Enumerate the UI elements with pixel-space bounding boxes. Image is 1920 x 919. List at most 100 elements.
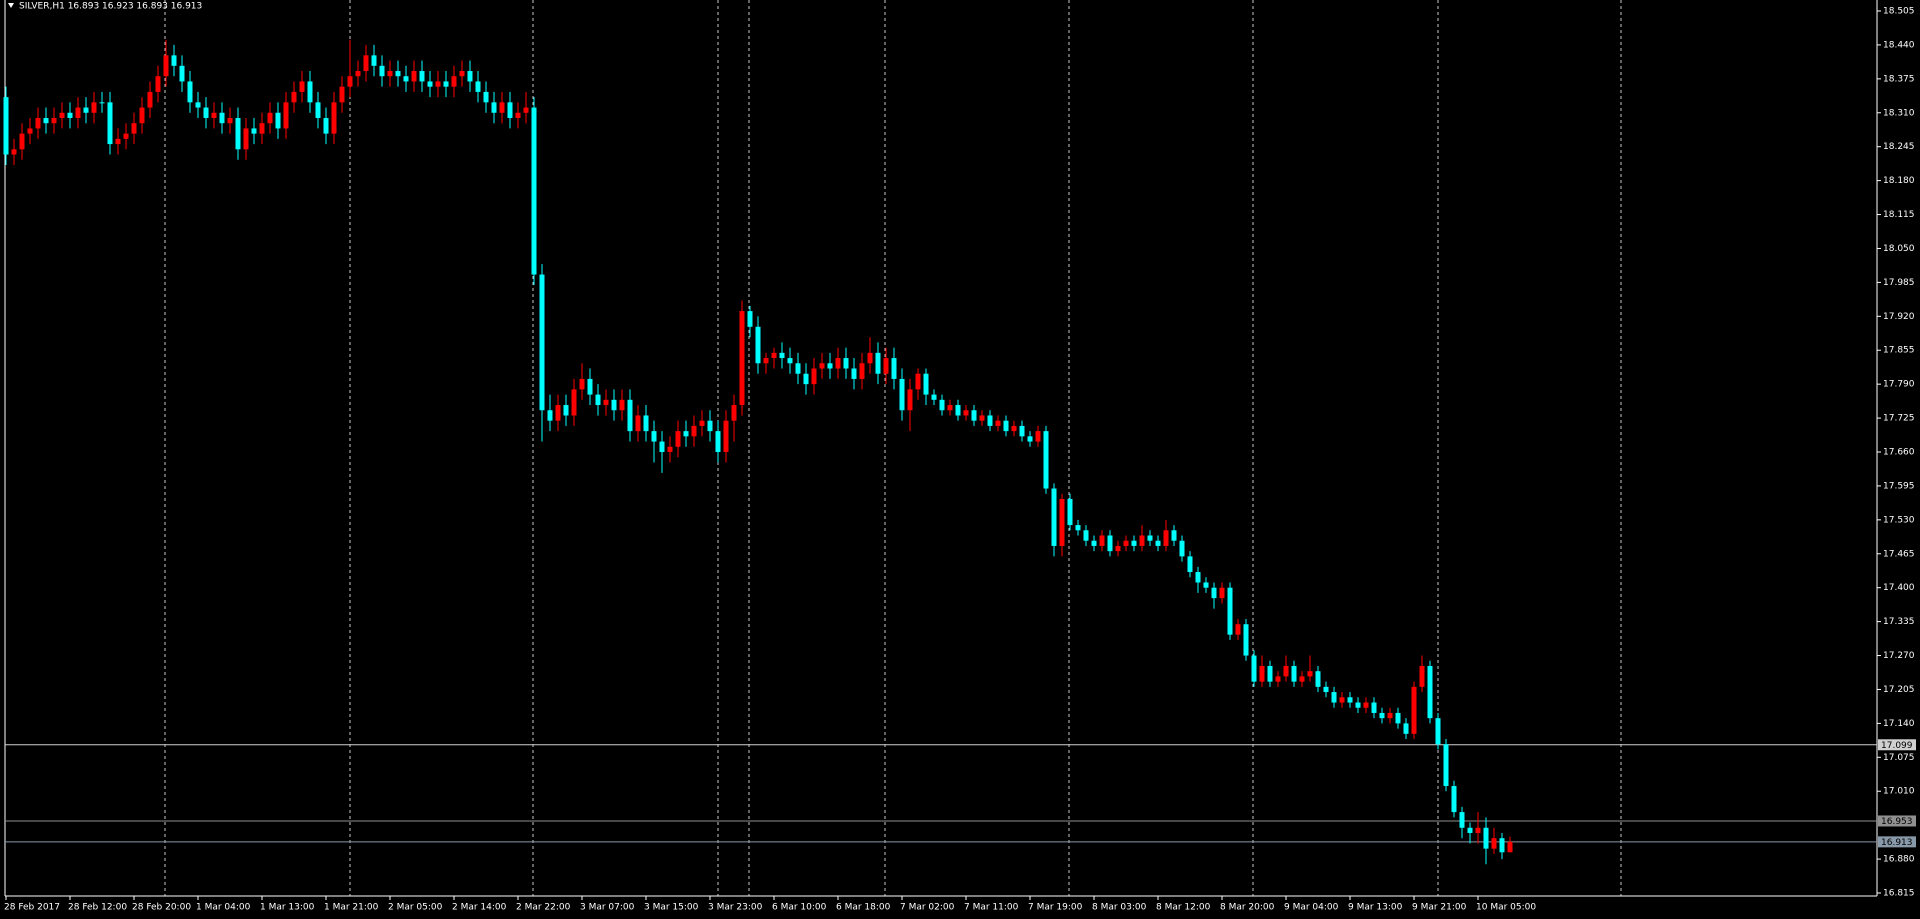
y-tick-label: 18.375 — [1883, 74, 1915, 84]
candle-body — [819, 363, 825, 369]
candle-body — [339, 86, 345, 103]
candle-body — [147, 91, 153, 108]
candle-body — [1267, 665, 1273, 682]
candle-body — [643, 415, 649, 432]
y-tick-label: 18.050 — [1883, 244, 1915, 254]
candle-body — [307, 81, 313, 103]
y-tick-label: 17.335 — [1883, 617, 1915, 627]
candle-body — [379, 65, 385, 77]
candle-body — [1083, 530, 1089, 541]
candle-body — [1027, 436, 1033, 442]
candle-body — [1251, 655, 1257, 682]
x-tick-label: 3 Mar 15:00 — [644, 903, 699, 913]
x-tick-label: 9 Mar 04:00 — [1284, 903, 1339, 913]
x-tick-label: 28 Feb 2017 — [4, 903, 60, 913]
price-label: 16.913 — [1881, 838, 1913, 848]
candle-body — [995, 420, 1001, 426]
candle-body — [1147, 535, 1153, 541]
x-tick-label: 8 Mar 20:00 — [1220, 903, 1275, 913]
candle-body — [1291, 665, 1297, 682]
candle-body — [323, 117, 329, 134]
candle-body — [459, 71, 465, 77]
candle-body — [99, 102, 105, 104]
candle-body — [595, 394, 601, 406]
candle-body — [363, 55, 369, 72]
candle-body — [875, 352, 881, 374]
candle-body — [1243, 624, 1249, 656]
candle-body — [627, 399, 633, 432]
price-label: 16.953 — [1881, 817, 1913, 827]
candle-body — [1155, 540, 1161, 546]
candle-body — [419, 71, 425, 82]
candle-body — [155, 76, 161, 92]
candle-body — [915, 373, 921, 390]
candle-body — [827, 363, 833, 369]
candle-body — [123, 133, 129, 139]
candle-body — [1315, 671, 1321, 687]
candle-body — [1187, 556, 1193, 573]
y-tick-label: 17.010 — [1883, 787, 1915, 797]
candle-body — [1475, 827, 1481, 833]
candle-body — [243, 128, 249, 150]
candle-body — [115, 138, 121, 145]
candle-body — [1259, 665, 1265, 682]
candle-body — [723, 420, 729, 452]
x-tick-label: 8 Mar 03:00 — [1092, 903, 1147, 913]
candle-body — [259, 123, 265, 134]
candle-body — [1371, 702, 1377, 713]
candle-body — [659, 441, 665, 452]
candle-body — [1235, 624, 1241, 635]
candle-body — [1123, 540, 1129, 546]
candle-body — [851, 368, 857, 379]
candle-body — [219, 112, 225, 124]
y-tick-label: 18.505 — [1883, 7, 1915, 17]
candle-body — [291, 91, 297, 103]
menu-arrow[interactable] — [8, 3, 14, 8]
y-tick-label: 17.595 — [1883, 481, 1915, 491]
candle-body — [635, 415, 641, 432]
candle-body — [603, 399, 609, 406]
candle-body — [1307, 671, 1313, 677]
candle-body — [899, 378, 905, 411]
candle-body — [1435, 718, 1441, 745]
candle-body — [1379, 712, 1385, 719]
candle-body — [883, 358, 889, 374]
candle-body — [139, 107, 145, 124]
candle-body — [515, 112, 521, 118]
candle-body — [315, 102, 321, 118]
candle-body — [499, 102, 505, 113]
candle-body — [1363, 702, 1369, 708]
candle-body — [715, 431, 721, 452]
price-label-box — [1878, 815, 1916, 827]
x-tick-label: 7 Mar 02:00 — [900, 903, 955, 913]
candle-body — [1099, 535, 1105, 546]
y-tick-label: 16.815 — [1883, 889, 1915, 899]
candle-body — [1499, 838, 1505, 853]
candle-body — [867, 352, 873, 364]
candle-body — [1347, 697, 1353, 703]
candle-body — [251, 128, 257, 134]
y-tick-label: 17.270 — [1883, 651, 1915, 661]
candle-body — [1331, 692, 1337, 703]
candle-body — [1275, 676, 1281, 682]
candle-body — [43, 117, 49, 124]
candle-body — [131, 123, 137, 134]
y-tick-label: 17.790 — [1883, 380, 1915, 390]
y-tick-label: 18.310 — [1883, 108, 1915, 118]
candle-body — [971, 410, 977, 421]
candle-body — [579, 378, 585, 390]
y-tick-label: 16.880 — [1883, 855, 1915, 865]
candle-body — [795, 363, 801, 374]
candle-body — [1227, 587, 1233, 635]
candle-body — [787, 358, 793, 364]
candle-body — [203, 107, 209, 118]
candle-body — [571, 389, 577, 416]
x-tick-label: 10 Mar 05:00 — [1476, 903, 1536, 913]
candle-body — [187, 81, 193, 103]
candle-body — [427, 81, 433, 87]
candle-body — [235, 117, 241, 150]
candle-body — [347, 76, 353, 87]
y-tick-label: 18.180 — [1883, 176, 1915, 186]
